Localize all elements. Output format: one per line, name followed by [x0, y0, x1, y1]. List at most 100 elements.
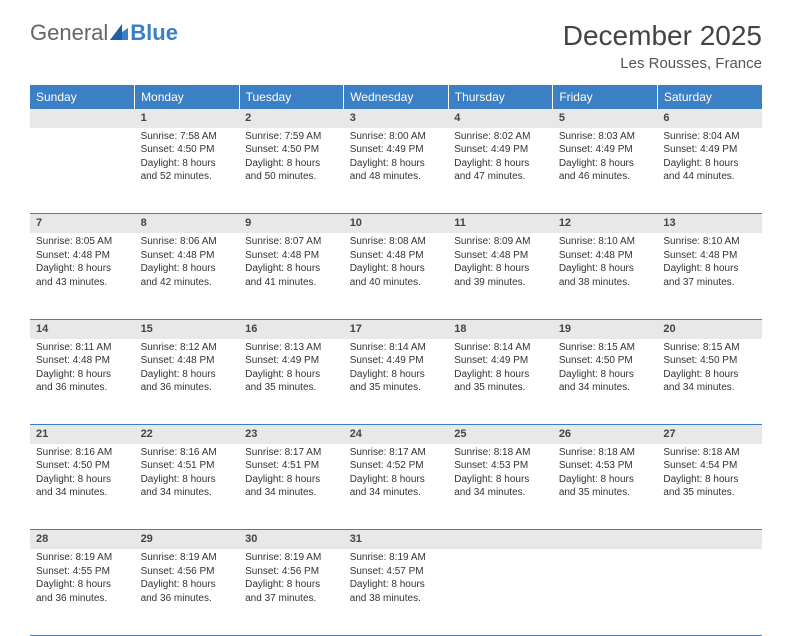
- sunrise-line: Sunrise: 8:18 AM: [454, 446, 547, 460]
- day-cell: Sunrise: 8:06 AMSunset: 4:48 PMDaylight:…: [135, 233, 240, 319]
- day-cell: [657, 549, 762, 635]
- sunrise-line: Sunrise: 8:11 AM: [36, 341, 129, 355]
- day-cell: Sunrise: 8:17 AMSunset: 4:52 PMDaylight:…: [344, 444, 449, 530]
- sunset-line: Sunset: 4:49 PM: [454, 354, 547, 368]
- daylight-line: Daylight: 8 hours and 40 minutes.: [350, 262, 443, 289]
- day-number: 10: [344, 214, 449, 233]
- weekday-header: Friday: [553, 85, 658, 109]
- sunrise-line: Sunrise: 8:06 AM: [141, 235, 234, 249]
- sunrise-line: Sunrise: 7:59 AM: [245, 130, 338, 144]
- location-label: Les Rousses, France: [563, 55, 762, 72]
- daylight-line: Daylight: 8 hours and 36 minutes.: [36, 368, 129, 395]
- day-cell: [30, 128, 135, 214]
- daylight-line: Daylight: 8 hours and 38 minutes.: [350, 578, 443, 605]
- day-details: Sunrise: 8:03 AMSunset: 4:49 PMDaylight:…: [553, 128, 658, 188]
- day-number: 31: [344, 530, 449, 549]
- day-number: 18: [448, 319, 553, 338]
- daylight-line: Daylight: 8 hours and 42 minutes.: [141, 262, 234, 289]
- weekday-header-row: SundayMondayTuesdayWednesdayThursdayFrid…: [30, 85, 762, 109]
- weekday-header: Monday: [135, 85, 240, 109]
- sunset-line: Sunset: 4:48 PM: [350, 249, 443, 263]
- sunrise-line: Sunrise: 8:17 AM: [245, 446, 338, 460]
- sunrise-line: Sunrise: 8:18 AM: [559, 446, 652, 460]
- sunset-line: Sunset: 4:53 PM: [454, 459, 547, 473]
- day-number: 29: [135, 530, 240, 549]
- day-number: 28: [30, 530, 135, 549]
- day-details: Sunrise: 8:18 AMSunset: 4:53 PMDaylight:…: [448, 444, 553, 504]
- day-details: Sunrise: 8:02 AMSunset: 4:49 PMDaylight:…: [448, 128, 553, 188]
- title-block: December 2025 Les Rousses, France: [563, 20, 762, 72]
- daylight-line: Daylight: 8 hours and 52 minutes.: [141, 157, 234, 184]
- sunrise-line: Sunrise: 8:12 AM: [141, 341, 234, 355]
- sunset-line: Sunset: 4:55 PM: [36, 565, 129, 579]
- day-cell: Sunrise: 8:17 AMSunset: 4:51 PMDaylight:…: [239, 444, 344, 530]
- week-row: Sunrise: 8:11 AMSunset: 4:48 PMDaylight:…: [30, 339, 762, 425]
- day-number: 20: [657, 319, 762, 338]
- sunrise-line: Sunrise: 8:03 AM: [559, 130, 652, 144]
- day-details: Sunrise: 8:06 AMSunset: 4:48 PMDaylight:…: [135, 233, 240, 293]
- logo-text-1: General: [30, 20, 108, 46]
- sunrise-line: Sunrise: 8:16 AM: [36, 446, 129, 460]
- sunrise-line: Sunrise: 7:58 AM: [141, 130, 234, 144]
- day-details: Sunrise: 8:19 AMSunset: 4:55 PMDaylight:…: [30, 549, 135, 609]
- sunset-line: Sunset: 4:56 PM: [141, 565, 234, 579]
- sunrise-line: Sunrise: 8:02 AM: [454, 130, 547, 144]
- day-cell: Sunrise: 8:18 AMSunset: 4:53 PMDaylight:…: [553, 444, 658, 530]
- day-details: Sunrise: 8:16 AMSunset: 4:50 PMDaylight:…: [30, 444, 135, 504]
- sunset-line: Sunset: 4:48 PM: [454, 249, 547, 263]
- day-details: Sunrise: 8:17 AMSunset: 4:52 PMDaylight:…: [344, 444, 449, 504]
- sunrise-line: Sunrise: 8:14 AM: [350, 341, 443, 355]
- day-number: [448, 530, 553, 549]
- daylight-line: Daylight: 8 hours and 34 minutes.: [36, 473, 129, 500]
- sunset-line: Sunset: 4:48 PM: [559, 249, 652, 263]
- daynum-row: 78910111213: [30, 214, 762, 233]
- day-number: 12: [553, 214, 658, 233]
- day-number: 23: [239, 425, 344, 444]
- daylight-line: Daylight: 8 hours and 43 minutes.: [36, 262, 129, 289]
- daylight-line: Daylight: 8 hours and 37 minutes.: [663, 262, 756, 289]
- day-number: 7: [30, 214, 135, 233]
- day-cell: [553, 549, 658, 635]
- week-row: Sunrise: 8:16 AMSunset: 4:50 PMDaylight:…: [30, 444, 762, 530]
- sunset-line: Sunset: 4:48 PM: [36, 249, 129, 263]
- day-number: 5: [553, 109, 658, 128]
- day-details: Sunrise: 8:19 AMSunset: 4:56 PMDaylight:…: [135, 549, 240, 609]
- daylight-line: Daylight: 8 hours and 38 minutes.: [559, 262, 652, 289]
- sunset-line: Sunset: 4:49 PM: [245, 354, 338, 368]
- weekday-header: Thursday: [448, 85, 553, 109]
- day-number: 16: [239, 319, 344, 338]
- sunrise-line: Sunrise: 8:19 AM: [141, 551, 234, 565]
- daylight-line: Daylight: 8 hours and 37 minutes.: [245, 578, 338, 605]
- daylight-line: Daylight: 8 hours and 34 minutes.: [245, 473, 338, 500]
- daynum-row: 28293031: [30, 530, 762, 549]
- day-number: 30: [239, 530, 344, 549]
- sunrise-line: Sunrise: 8:00 AM: [350, 130, 443, 144]
- day-details: Sunrise: 8:10 AMSunset: 4:48 PMDaylight:…: [553, 233, 658, 293]
- day-cell: Sunrise: 8:02 AMSunset: 4:49 PMDaylight:…: [448, 128, 553, 214]
- daylight-line: Daylight: 8 hours and 46 minutes.: [559, 157, 652, 184]
- sunrise-line: Sunrise: 8:19 AM: [36, 551, 129, 565]
- sunset-line: Sunset: 4:48 PM: [663, 249, 756, 263]
- day-details: Sunrise: 8:09 AMSunset: 4:48 PMDaylight:…: [448, 233, 553, 293]
- daylight-line: Daylight: 8 hours and 48 minutes.: [350, 157, 443, 184]
- daylight-line: Daylight: 8 hours and 44 minutes.: [663, 157, 756, 184]
- daylight-line: Daylight: 8 hours and 47 minutes.: [454, 157, 547, 184]
- daylight-line: Daylight: 8 hours and 41 minutes.: [245, 262, 338, 289]
- daylight-line: Daylight: 8 hours and 36 minutes.: [36, 578, 129, 605]
- day-details: Sunrise: 8:05 AMSunset: 4:48 PMDaylight:…: [30, 233, 135, 293]
- sunrise-line: Sunrise: 8:19 AM: [350, 551, 443, 565]
- day-details: Sunrise: 8:19 AMSunset: 4:56 PMDaylight:…: [239, 549, 344, 609]
- sunset-line: Sunset: 4:52 PM: [350, 459, 443, 473]
- sunset-line: Sunset: 4:48 PM: [245, 249, 338, 263]
- day-number: 19: [553, 319, 658, 338]
- day-number: 2: [239, 109, 344, 128]
- day-cell: Sunrise: 7:58 AMSunset: 4:50 PMDaylight:…: [135, 128, 240, 214]
- daylight-line: Daylight: 8 hours and 35 minutes.: [350, 368, 443, 395]
- day-cell: Sunrise: 8:16 AMSunset: 4:50 PMDaylight:…: [30, 444, 135, 530]
- day-details: Sunrise: 8:18 AMSunset: 4:53 PMDaylight:…: [553, 444, 658, 504]
- sunset-line: Sunset: 4:50 PM: [663, 354, 756, 368]
- day-number: 15: [135, 319, 240, 338]
- sunset-line: Sunset: 4:50 PM: [245, 143, 338, 157]
- sunset-line: Sunset: 4:48 PM: [141, 249, 234, 263]
- sunset-line: Sunset: 4:49 PM: [350, 354, 443, 368]
